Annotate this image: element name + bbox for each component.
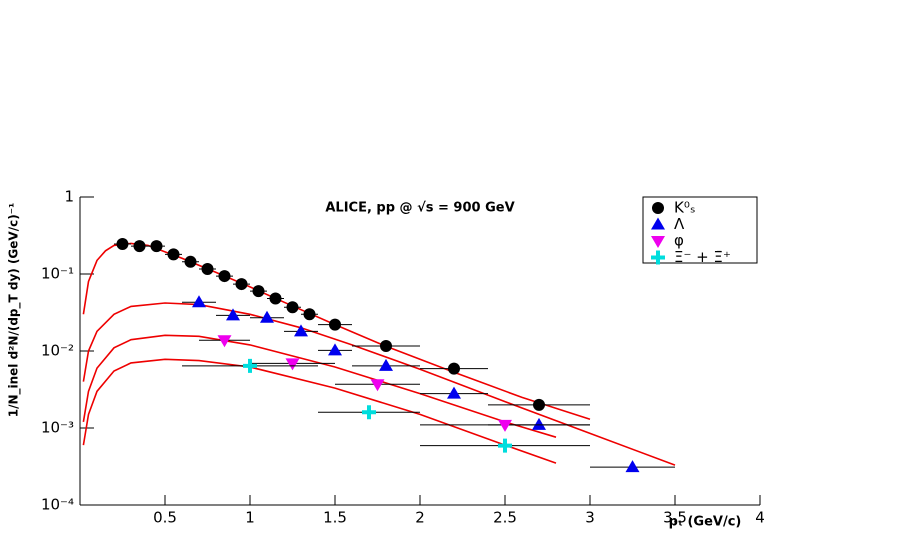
- y-tick-label: 10⁻³: [41, 419, 74, 437]
- fit-curve: [82, 358, 557, 464]
- chart-title: ALICE, pp @ √s = 900 GeV: [325, 201, 514, 216]
- marker: [286, 301, 299, 314]
- x-tick-label: 1: [245, 509, 255, 527]
- marker: [532, 417, 546, 430]
- marker: [329, 318, 341, 331]
- marker: [167, 248, 180, 261]
- marker: [328, 343, 342, 356]
- marker: [226, 308, 240, 321]
- x-tick-label: 2: [415, 509, 425, 527]
- marker: [150, 240, 163, 253]
- marker: [260, 310, 274, 323]
- marker: [116, 238, 129, 251]
- legend-label: Λ: [674, 215, 685, 233]
- legend-label: Ξ⁻ + Ξ̄⁺: [674, 248, 731, 266]
- y-axis-label: 1/N_inel d²N/(dp_T dy) (GeV/c)⁻¹: [7, 203, 22, 418]
- marker: [218, 270, 231, 283]
- marker: [252, 285, 265, 298]
- fit-curve: [82, 242, 591, 420]
- x-tick-label: 3: [585, 509, 595, 527]
- y-tick-label: 10⁻¹: [41, 265, 74, 283]
- marker: [379, 358, 393, 371]
- marker: [133, 240, 146, 253]
- marker: [184, 255, 197, 268]
- marker: [217, 335, 232, 348]
- marker: [447, 386, 461, 399]
- marker: [448, 362, 460, 375]
- marker: [498, 419, 512, 432]
- marker: [243, 358, 257, 373]
- x-tick-label: 0.5: [153, 509, 177, 527]
- marker: [285, 358, 300, 371]
- legend-marker: [651, 236, 665, 248]
- legend-marker: [652, 202, 664, 214]
- y-tick-label: 10⁻⁴: [41, 496, 74, 514]
- marker: [192, 295, 206, 308]
- x-axis-label: pₜ (GeV/c): [669, 515, 742, 530]
- y-tick-label: 10⁻²: [41, 342, 74, 360]
- fit-curve: [82, 334, 557, 438]
- marker: [625, 460, 640, 473]
- marker: [235, 278, 248, 291]
- x-tick-label: 3.5: [663, 509, 687, 527]
- y-tick-label: 1: [64, 188, 74, 206]
- x-tick-label: 2.5: [493, 509, 517, 527]
- marker: [370, 379, 385, 392]
- marker: [269, 292, 282, 305]
- fit-curve: [82, 302, 676, 466]
- marker: [533, 398, 545, 411]
- marker: [498, 438, 512, 453]
- legend-marker: [651, 217, 665, 230]
- legend-marker: [651, 250, 665, 265]
- marker: [362, 405, 376, 420]
- marker: [380, 340, 392, 353]
- legend-label: K⁰ₛ: [674, 199, 695, 217]
- marker: [201, 263, 214, 276]
- marker: [294, 324, 308, 337]
- marker: [303, 308, 316, 321]
- legend-label: φ: [674, 232, 684, 250]
- x-tick-label: 1.5: [323, 509, 347, 527]
- x-tick-label: 4: [755, 509, 765, 527]
